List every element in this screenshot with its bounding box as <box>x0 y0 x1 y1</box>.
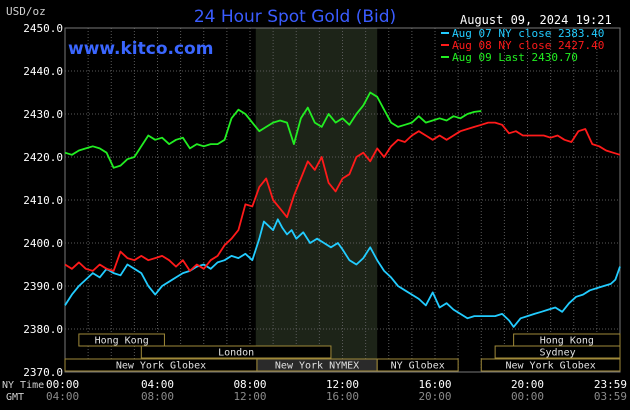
y-tick-label: 2440.0 <box>23 65 63 78</box>
x-row-label-gmt: GMT <box>6 392 24 403</box>
x-tick-nytime: 12:00 <box>326 378 359 391</box>
session-label-5: Hong Kong <box>540 336 594 347</box>
session-label-0: Hong Kong <box>95 336 149 347</box>
plot-border <box>64 27 621 373</box>
legend-entry-1: Aug 08 NY close 2427.40 <box>452 39 604 52</box>
session-bar-1 <box>140 345 332 359</box>
x-tick-gmt: 04:00 <box>46 390 79 403</box>
chart-title: 24 Hour Spot Gold (Bid) <box>194 7 396 27</box>
y-tick-label: 2380.0 <box>23 323 63 336</box>
session-label-1: London <box>218 348 254 359</box>
series-line-2 <box>64 91 482 169</box>
y-tick-label: 2370.0 <box>23 366 63 379</box>
grid-lines <box>64 27 621 373</box>
y-tick-label: 2430.0 <box>23 108 63 121</box>
session-label-7: New York Globex <box>505 361 595 372</box>
session-label-2: New York Globex <box>116 361 206 372</box>
market-sessions: Hong Kong London New York Globex New York N… <box>64 333 621 372</box>
legend-entry-0: Aug 07 NY close 2383.40 <box>452 27 604 40</box>
session-bar-0 <box>78 333 165 347</box>
session-label-4: NY Globex <box>391 361 445 372</box>
y-tick-label: 2410.0 <box>23 194 63 207</box>
y-tick-label: 2390.0 <box>23 280 63 293</box>
series-line-0 <box>64 218 621 328</box>
watermark: www.kitco.com <box>68 39 213 59</box>
session-label-3: New York NYMEX <box>275 361 359 372</box>
x-tick-gmt: 12:00 <box>233 390 266 403</box>
series-line-1 <box>64 121 621 272</box>
x-tick-gmt: 03:59 <box>594 390 627 403</box>
timestamp: August 09, 2024 19:21 <box>460 13 612 27</box>
x-axis-ticks: 00:00 04:00 08:00 12:00 16:00 20:00 23:5904:00… <box>46 378 627 403</box>
price-series <box>64 91 621 328</box>
session-label-6: Sydney <box>540 348 576 359</box>
legend-entry-2: Aug 09 Last 2430.70 <box>452 51 578 64</box>
y-tick-label: 2400.0 <box>23 237 63 250</box>
y-tick-label: 2420.0 <box>23 151 63 164</box>
x-tick-gmt: 00:00 <box>511 390 544 403</box>
session-bar-7 <box>480 358 621 372</box>
x-tick-nytime: 20:00 <box>511 378 544 391</box>
x-tick-nytime: 16:00 <box>418 378 451 391</box>
x-tick-nytime: 23:59 <box>594 378 627 391</box>
x-tick-gmt: 08:00 <box>141 390 174 403</box>
y-tick-label: 2450.0 <box>23 22 63 35</box>
x-tick-nytime: 08:00 <box>233 378 266 391</box>
session-bar-6 <box>494 345 621 359</box>
y-axis-label: USD/oz <box>6 5 46 18</box>
y-axis-ticks: 2450.0 2440.0 2430.0 2420.0 2410.0 2400.0 2390… <box>23 22 63 379</box>
x-tick-nytime: 04:00 <box>141 378 174 391</box>
x-row-label-nytime: NY Time <box>2 380 44 391</box>
x-tick-gmt: 20:00 <box>418 390 451 403</box>
x-tick-gmt: 16:00 <box>326 390 359 403</box>
x-tick-nytime: 00:00 <box>46 378 79 391</box>
session-bar-4 <box>376 358 459 372</box>
